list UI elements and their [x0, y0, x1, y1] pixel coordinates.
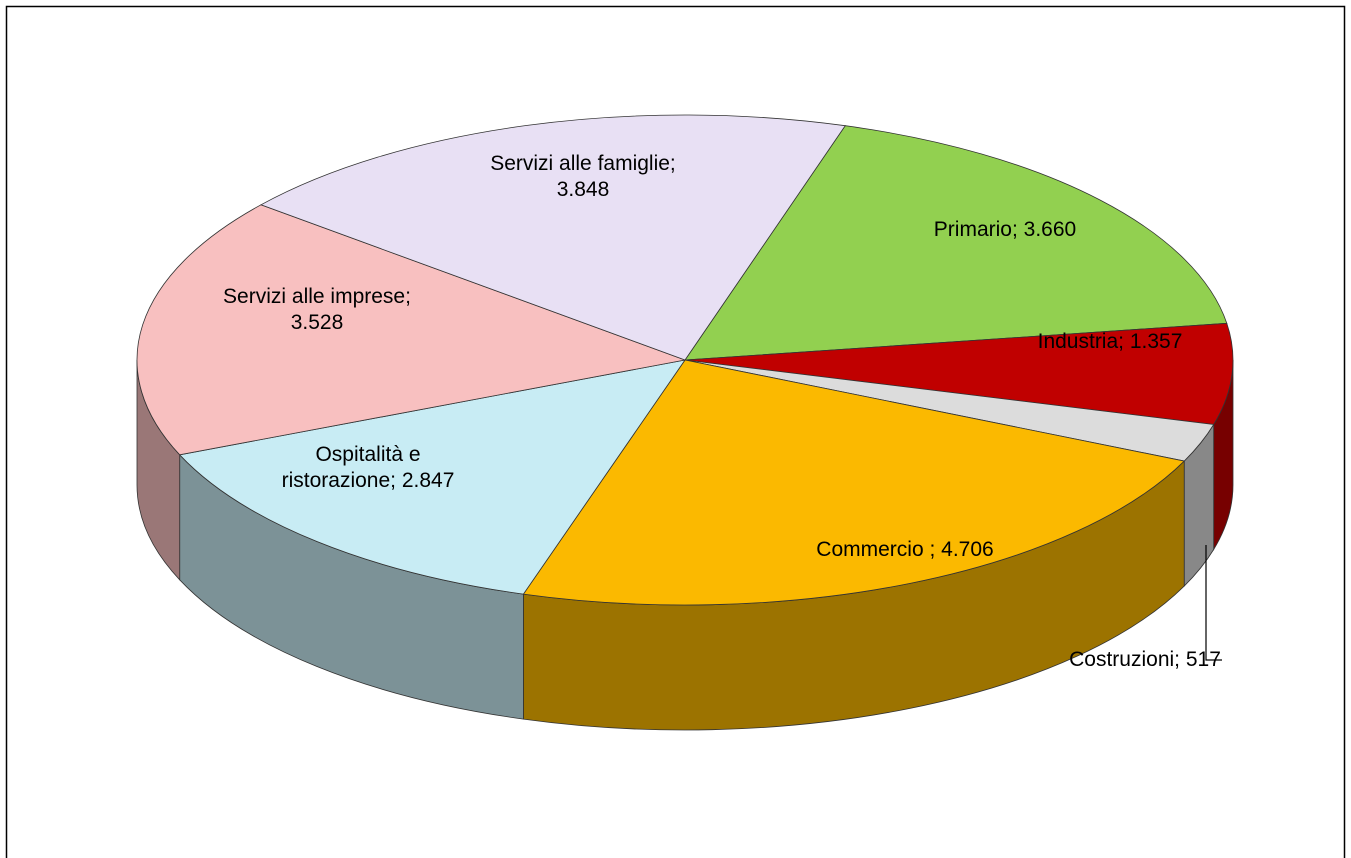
- leader-line: [1205, 545, 1222, 661]
- slice: [684, 322, 1234, 425]
- data-label: Industria; 1.357: [1038, 330, 1183, 353]
- slice: [178, 359, 686, 595]
- slice: [136, 204, 687, 456]
- slice: [522, 359, 1186, 606]
- data-label: Servizi alle imprese; 3.528: [223, 285, 411, 334]
- slice: [684, 125, 1228, 361]
- data-label: Servizi alle famiglie; 3.848: [490, 152, 676, 201]
- slice: [259, 114, 846, 361]
- data-label: Primario; 3.660: [934, 218, 1076, 241]
- data-label: Costruzioni; 517: [1069, 648, 1221, 671]
- data-label: Ospitalità e ristorazione; 2.847: [282, 443, 455, 492]
- data-label: Commercio ; 4.706: [816, 538, 993, 561]
